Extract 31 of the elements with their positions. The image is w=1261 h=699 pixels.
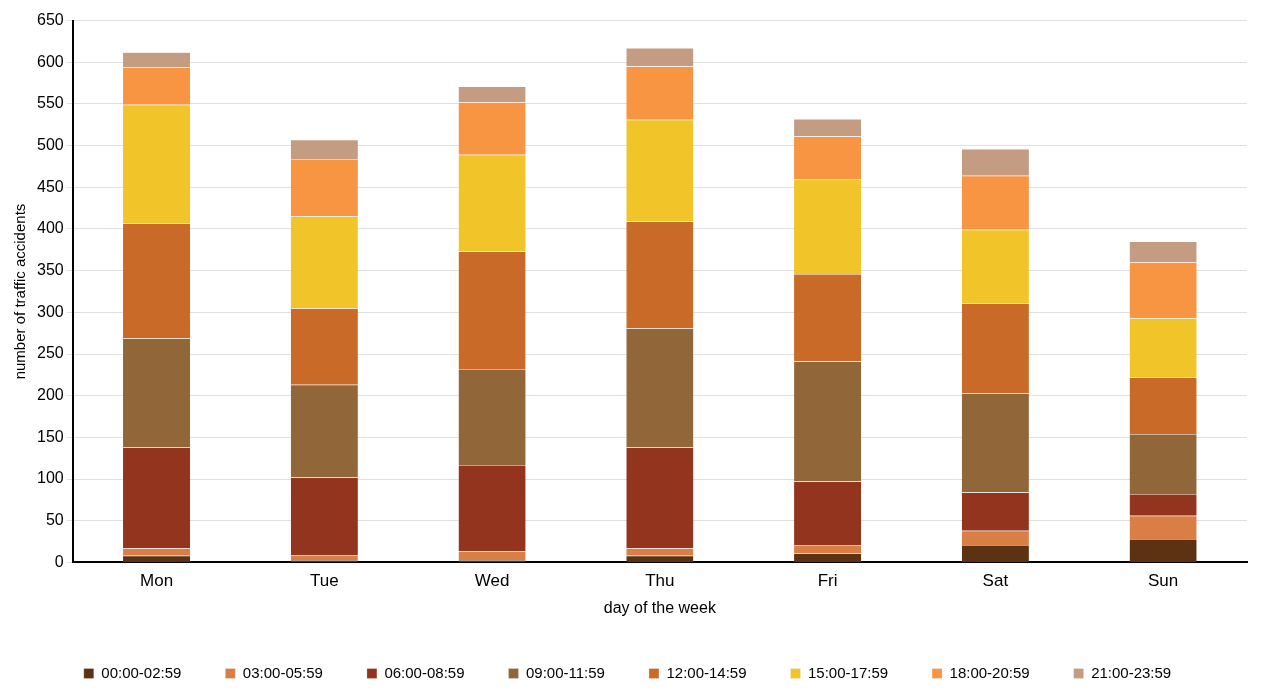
- y-tick-label: 650: [36, 11, 64, 29]
- y-tick-label: 550: [36, 94, 64, 112]
- y-tick-label: 300: [36, 302, 64, 320]
- legend-label: 09:00-11:59: [525, 663, 605, 681]
- y-tick-label: 500: [36, 136, 64, 154]
- y-tick-label: 350: [36, 261, 64, 279]
- y-tick-label: 150: [36, 427, 64, 445]
- y-tick-label: 100: [36, 469, 64, 487]
- x-tick-label: Mon: [140, 571, 174, 591]
- x-tick-label: Thu: [645, 571, 675, 591]
- legend-label: 03:00-05:59: [242, 663, 323, 681]
- legend-label: 21:00-23:59: [1091, 663, 1172, 681]
- legend-label: 00:00-02:59: [101, 663, 182, 681]
- y-tick-label: 50: [45, 511, 64, 529]
- legend-label: 12:00-14:59: [666, 663, 747, 681]
- y-axis-title: number of traffic accidents: [11, 203, 29, 380]
- x-tick-label: Sat: [982, 571, 1009, 591]
- legend-label: 18:00-20:59: [949, 663, 1030, 681]
- y-tick-label: 600: [36, 52, 64, 70]
- y-tick-label: 250: [36, 344, 64, 362]
- legend-label: 15:00-17:59: [808, 663, 889, 681]
- x-axis-title: day of the week: [603, 598, 717, 616]
- y-tick-label: 400: [36, 219, 64, 237]
- y-tick-label: 0: [54, 552, 64, 570]
- x-tick-label: Tue: [310, 571, 339, 591]
- x-tick-label: Sun: [1148, 571, 1179, 591]
- x-tick-label: Fri: [817, 571, 838, 591]
- y-tick-label: 450: [36, 177, 64, 195]
- legend-label: 06:00-08:59: [384, 663, 465, 681]
- x-tick-label: Wed: [474, 571, 510, 591]
- y-tick-label: 200: [36, 386, 64, 404]
